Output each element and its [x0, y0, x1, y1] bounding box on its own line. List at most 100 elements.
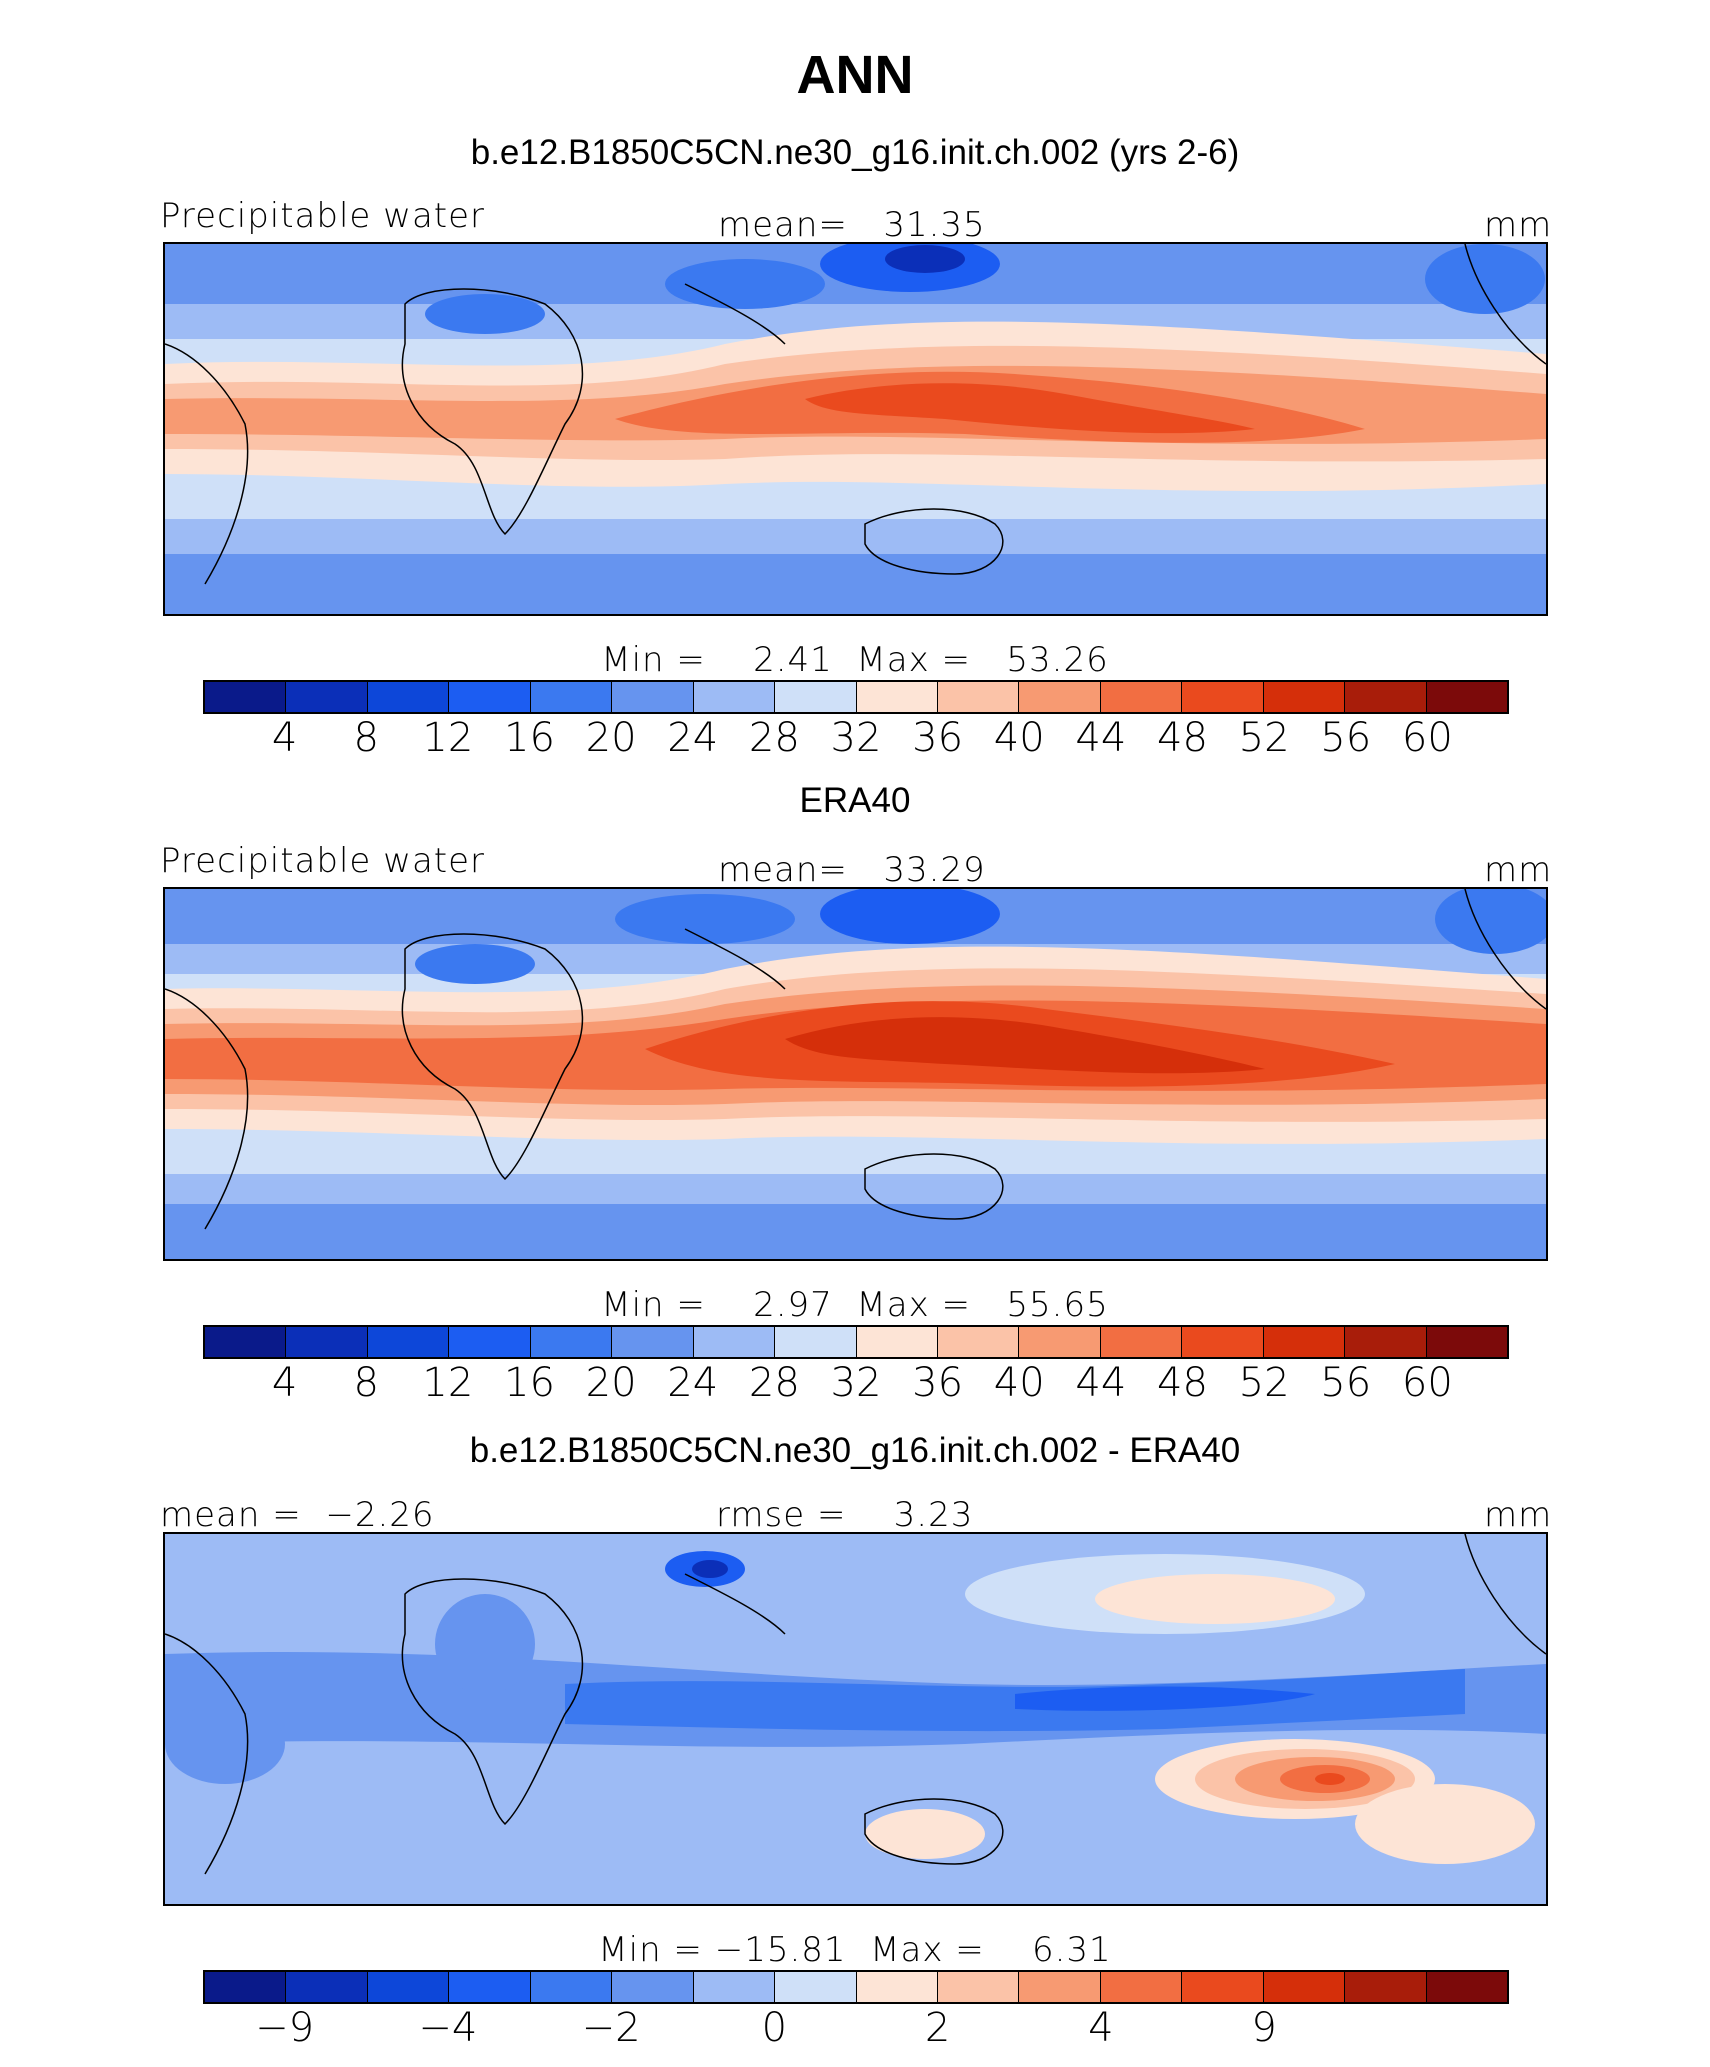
colorbar-tick-label: 28 — [748, 1360, 800, 1406]
panel-1-units-label: mm — [1484, 205, 1553, 245]
colorbar-swatch — [286, 1327, 368, 1357]
panel-2-units-label: mm — [1484, 850, 1553, 890]
colorbar-tick-label: 48 — [1157, 1360, 1208, 1406]
colorbar-tick-label: 60 — [1401, 1360, 1453, 1406]
panel-1-map — [163, 242, 1548, 616]
colorbar-tick-label: 16 — [504, 715, 555, 761]
colorbar-tick-label: −9 — [255, 2005, 315, 2051]
colorbar-tick-label: 4 — [271, 1360, 298, 1406]
colorbar-swatch — [1100, 1327, 1183, 1357]
colorbar-tick-label: 8 — [353, 715, 379, 761]
colorbar-swatch — [856, 1327, 938, 1357]
colorbar-swatch — [1019, 682, 1101, 712]
colorbar-tick-label: 40 — [993, 1360, 1045, 1406]
panel-2-colorbar — [203, 1325, 1509, 1359]
colorbar-swatch — [449, 1972, 531, 2002]
colorbar-tick-label: −4 — [418, 2005, 478, 2051]
colorbar-swatch — [1182, 1327, 1264, 1357]
panel-2-variable-label: Precipitable water — [160, 841, 486, 881]
colorbar-tick-label: 36 — [912, 715, 964, 761]
colorbar-tick-label: 20 — [585, 1360, 637, 1406]
colorbar-swatch — [367, 682, 450, 712]
colorbar-tick-label: 24 — [667, 1360, 719, 1406]
panel-1-variable-label: Precipitable water — [160, 196, 486, 236]
colorbar-swatch — [1426, 1972, 1507, 2002]
colorbar-tick-label: 60 — [1401, 715, 1453, 761]
colorbar-swatch — [1100, 1972, 1183, 2002]
panel-3-colorbar — [203, 1970, 1509, 2004]
colorbar-swatch — [286, 1972, 368, 2002]
panel-3-mean-label: mean = −2.26 — [160, 1495, 435, 1535]
colorbar-tick-label: 9 — [1251, 2005, 1277, 2051]
colorbar-swatch — [1100, 682, 1183, 712]
colorbar-tick-label: 36 — [912, 1360, 964, 1406]
colorbar-swatch — [530, 682, 613, 712]
colorbar-swatch — [693, 682, 776, 712]
panel-2-title: ERA40 — [799, 781, 911, 820]
colorbar-swatch — [1263, 1972, 1346, 2002]
colorbar-swatch — [937, 1972, 1020, 2002]
panel-3-rmse-label: rmse = 3.23 — [716, 1495, 974, 1535]
panel-3-units-label: mm — [1484, 1495, 1553, 1535]
colorbar-tick-label: 48 — [1157, 715, 1208, 761]
panel-1-mean-label: mean= 31.35 — [718, 205, 986, 245]
colorbar-swatch — [937, 1327, 1020, 1357]
colorbar-tick-label: 28 — [748, 715, 800, 761]
colorbar-swatch — [1426, 682, 1507, 712]
colorbar-tick-label: 44 — [1075, 715, 1127, 761]
colorbar-tick-label: 44 — [1075, 1360, 1127, 1406]
colorbar-swatch — [367, 1972, 450, 2002]
colorbar-swatch — [856, 1972, 938, 2002]
colorbar-swatch — [856, 682, 938, 712]
panel-3-map — [163, 1532, 1548, 1906]
panel-2-min-max: Min = 2.97 Max = 55.65 — [601, 1285, 1109, 1325]
colorbar-swatch — [612, 1972, 694, 2002]
figure-title: ANN — [796, 45, 914, 105]
colorbar-swatch — [205, 1972, 287, 2002]
colorbar-swatch — [1345, 682, 1427, 712]
colorbar-swatch — [1019, 1972, 1101, 2002]
colorbar-swatch — [1182, 682, 1264, 712]
colorbar-swatch — [530, 1972, 613, 2002]
colorbar-tick-label: 52 — [1238, 715, 1290, 761]
colorbar-swatch — [775, 1972, 857, 2002]
colorbar-swatch — [1345, 1327, 1427, 1357]
colorbar-tick-label: 8 — [353, 1360, 379, 1406]
colorbar-tick-label: 20 — [585, 715, 637, 761]
colorbar-tick-label: −2 — [581, 2005, 641, 2051]
colorbar-tick-label: 32 — [830, 1360, 882, 1406]
panel-1-colorbar — [203, 680, 1509, 714]
panel-2-mean-label: mean= 33.29 — [718, 850, 986, 890]
colorbar-swatch — [693, 1972, 776, 2002]
colorbar-tick-label: 56 — [1320, 715, 1372, 761]
colorbar-swatch — [612, 1327, 694, 1357]
panel-2-map — [163, 887, 1548, 1261]
colorbar-tick-label: 2 — [924, 2005, 951, 2051]
colorbar-tick-label: 4 — [271, 715, 298, 761]
panel-3-title: b.e12.B1850C5CN.ne30_g16.init.ch.002 - E… — [469, 1431, 1241, 1470]
colorbar-swatch — [1263, 1327, 1346, 1357]
colorbar-swatch — [1182, 1972, 1264, 2002]
panel-1-min-max: Min = 2.41 Max = 53.26 — [601, 640, 1109, 680]
colorbar-tick-label: 32 — [830, 715, 882, 761]
panel-1-title: b.e12.B1850C5CN.ne30_g16.init.ch.002 (yr… — [470, 133, 1240, 172]
panel-1-contour-field — [165, 244, 1546, 614]
panel-2-contour-field — [165, 889, 1546, 1259]
colorbar-swatch — [775, 1327, 857, 1357]
colorbar-tick-label: 16 — [504, 1360, 555, 1406]
colorbar-swatch — [205, 1327, 287, 1357]
colorbar-tick-label: 40 — [993, 715, 1045, 761]
colorbar-swatch — [449, 682, 531, 712]
colorbar-swatch — [205, 682, 287, 712]
colorbar-swatch — [775, 682, 857, 712]
colorbar-swatch — [1019, 1327, 1101, 1357]
panel-3-min-max: Min = −15.81 Max = 6.31 — [598, 1930, 1112, 1970]
colorbar-swatch — [1345, 1972, 1427, 2002]
colorbar-swatch — [937, 682, 1020, 712]
colorbar-swatch — [286, 682, 368, 712]
colorbar-swatch — [693, 1327, 776, 1357]
colorbar-tick-label: 12 — [422, 715, 474, 761]
colorbar-tick-label: 24 — [667, 715, 719, 761]
colorbar-swatch — [367, 1327, 450, 1357]
colorbar-tick-label: 52 — [1238, 1360, 1290, 1406]
